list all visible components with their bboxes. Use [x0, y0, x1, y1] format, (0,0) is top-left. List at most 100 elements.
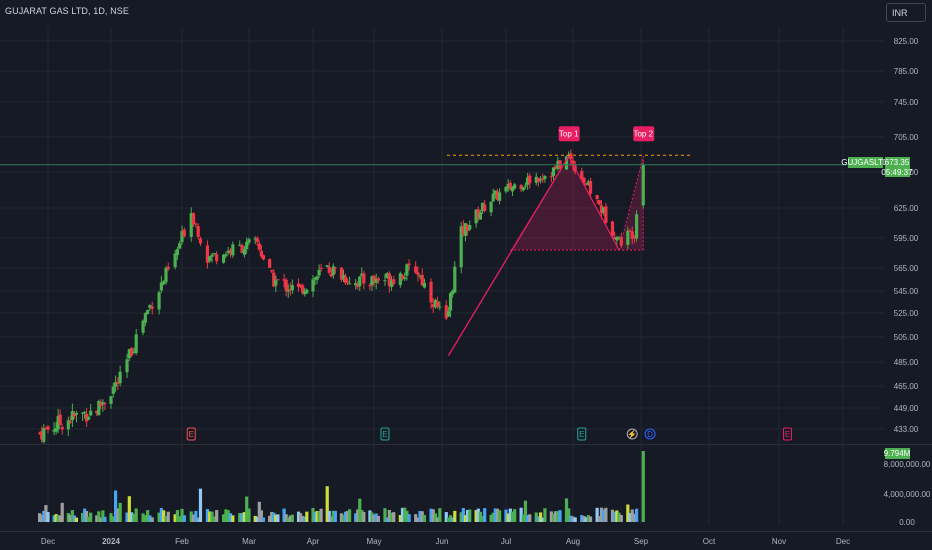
candle-body [89, 410, 93, 416]
volume-bar [498, 510, 502, 522]
time-tick-label: Feb [175, 537, 189, 546]
candle-body [372, 275, 376, 282]
volume-bar [374, 513, 378, 522]
volume-bar [341, 514, 346, 522]
candle-body [619, 237, 623, 246]
pattern-label-bg [558, 126, 580, 142]
candle-body [259, 250, 263, 257]
candle-body [398, 273, 402, 286]
volume-bar [247, 508, 251, 522]
volume-bar [466, 509, 470, 522]
time-tick-label: Jun [436, 537, 449, 546]
time-tick-label: Mar [242, 537, 256, 546]
time-tick-label: Dec [41, 537, 55, 546]
candle-body [97, 401, 101, 416]
candle-body [438, 306, 442, 308]
candle-body [127, 349, 131, 359]
volume-bar [536, 516, 541, 522]
candle-body [461, 225, 465, 234]
volume-bar [268, 515, 272, 522]
volume-bar [150, 517, 154, 522]
candle-body [436, 301, 440, 307]
candle-body [418, 275, 422, 277]
volume-bar [132, 513, 136, 522]
volume-bar [383, 508, 387, 522]
volume-bar [356, 509, 360, 522]
volume-bar [166, 511, 170, 522]
candle-body [224, 254, 228, 257]
volume-bar [468, 509, 472, 522]
volume-bar [534, 512, 538, 522]
candle-body [296, 283, 301, 287]
candle-body [134, 334, 138, 353]
candle-body [526, 177, 530, 185]
candle-body [198, 238, 203, 244]
candle-body [521, 187, 525, 191]
volume-bar [141, 513, 145, 522]
volume-bar [556, 511, 560, 522]
candle-body [85, 413, 89, 422]
candle-body [205, 245, 210, 263]
volume-bar [212, 516, 216, 522]
volume-bar [429, 508, 433, 522]
price-tick-label: 485.00 [894, 358, 919, 367]
candle-body [68, 421, 72, 423]
volume-tick-label: 4,000,000.00 [884, 490, 931, 499]
pattern-dotted-line [618, 156, 644, 251]
volume-bar [476, 508, 480, 522]
time-tick-label: Aug [566, 537, 580, 546]
pattern-label-top2: Top 2 [633, 129, 653, 138]
candle-body [444, 305, 448, 319]
volume-bar [143, 515, 147, 522]
time-tick-label: Oct [703, 537, 716, 546]
volume-bar [80, 513, 85, 522]
candle-body [519, 184, 523, 190]
volume-bar [311, 507, 315, 522]
candle-body [480, 202, 485, 212]
candle-body [376, 278, 380, 281]
candle-body [231, 244, 235, 256]
volume-bar [617, 512, 621, 522]
candle-body [253, 238, 257, 240]
candle-body [551, 167, 556, 176]
last-price-countdown: 05:49:37 [881, 168, 913, 177]
candle-body [468, 225, 472, 230]
candle-body [354, 283, 358, 286]
currency-selector[interactable]: INR [886, 3, 926, 22]
volume-bar [284, 514, 288, 522]
candle-body [44, 428, 48, 430]
volume-bar [569, 515, 573, 522]
candle-body [580, 170, 584, 180]
candle-body [38, 432, 42, 434]
candle-body [191, 213, 196, 224]
volume-bar [82, 508, 87, 522]
candle-body [613, 237, 617, 240]
candle-body [56, 416, 60, 430]
volume-bar [610, 509, 615, 522]
candle-body [72, 413, 77, 417]
candle-body [329, 274, 333, 277]
candle-body [420, 274, 424, 286]
volume-bar [420, 511, 424, 522]
volume-bar [414, 514, 418, 522]
candle-body [483, 204, 487, 212]
candle-body [476, 209, 480, 218]
volume-bar [274, 514, 278, 522]
volume-bar [113, 490, 118, 522]
candle-body [333, 267, 337, 269]
event-marker-label: D [647, 430, 653, 439]
candle-body [255, 238, 259, 242]
candle-body [617, 237, 621, 239]
volume-bar [134, 508, 138, 522]
candle-body [66, 420, 70, 430]
candle-body [299, 284, 303, 286]
volume-bar [368, 510, 372, 522]
candle-body [118, 371, 122, 384]
candle-body [40, 431, 44, 440]
candle-body [268, 258, 272, 268]
volume-bar [290, 514, 294, 522]
candle-body [325, 265, 329, 267]
volume-bar [52, 515, 56, 522]
candle-body [247, 239, 251, 243]
